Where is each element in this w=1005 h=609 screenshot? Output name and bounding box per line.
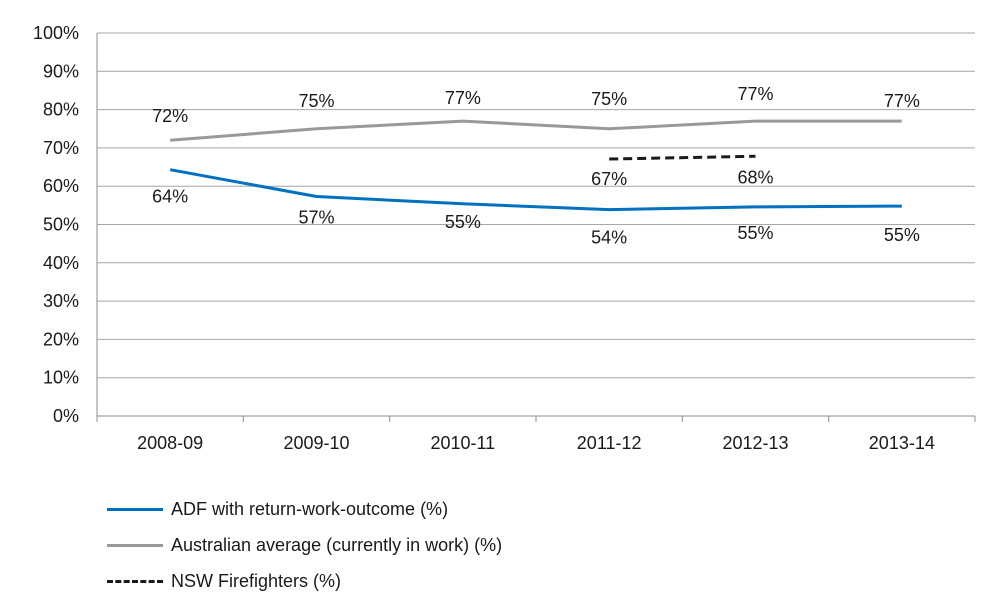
data-labels: 64% 57% 55% 54% 55% 55% 72% 75% 77% 75% 77% 77% 67% 6… xyxy=(152,84,920,247)
legend: ADF with return-work-outcome (%) Austral… xyxy=(107,491,502,599)
y-tick-label: 50% xyxy=(43,215,79,235)
x-tick-label: 2008-09 xyxy=(137,433,203,453)
series-line-aus xyxy=(170,119,902,142)
series-lines xyxy=(169,119,902,212)
data-label-aus: 77% xyxy=(445,88,481,108)
legend-item-australian-average: Australian average (currently in work) (… xyxy=(107,527,502,563)
x-tick-label: 2011-12 xyxy=(577,433,642,453)
y-tick-label: 10% xyxy=(43,368,79,388)
y-tick-label: 80% xyxy=(43,100,79,120)
data-label-aus: 75% xyxy=(591,89,627,109)
legend-item-nsw-firefighters: NSW Firefighters (%) xyxy=(107,563,502,599)
data-label-aus: 77% xyxy=(884,91,920,111)
legend-label-adf: ADF with return-work-outcome (%) xyxy=(171,498,449,519)
x-tick-label: 2013-14 xyxy=(869,433,935,453)
data-label-adf: 55% xyxy=(737,223,773,243)
data-label-adf: 57% xyxy=(298,208,334,228)
legend-label-nsw-firefighters: NSW Firefighters (%) xyxy=(171,570,342,591)
y-tick-label: 90% xyxy=(43,61,79,81)
data-label-adf: 54% xyxy=(591,228,627,248)
legend-swatch-adf xyxy=(107,507,163,511)
data-label-aus: 72% xyxy=(152,106,188,126)
data-label-nsw: 68% xyxy=(737,167,773,187)
gridlines xyxy=(96,32,976,422)
legend-item-adf: ADF with return-work-outcome (%) xyxy=(107,491,502,527)
data-label-adf: 64% xyxy=(152,187,188,207)
y-tick-label: 20% xyxy=(43,329,79,349)
y-tick-label: 60% xyxy=(43,176,79,196)
y-tick-label: 30% xyxy=(43,291,79,311)
data-label-adf: 55% xyxy=(445,212,481,232)
x-tick-label: 2009-10 xyxy=(283,433,349,453)
y-tick-label: 70% xyxy=(43,138,79,158)
y-tick-label: 0% xyxy=(53,406,79,426)
x-tick-label: 2010-11 xyxy=(430,433,495,453)
x-axis-tick-labels: 2008-09 2009-10 2010-11 2011-12 2012-13 2013-… xyxy=(137,433,935,453)
y-axis-tick-labels: 0% 10% 20% 30% 40% 50% 60% 70% 80% 90% 100% xyxy=(33,23,79,426)
series-line-adf xyxy=(169,168,902,212)
legend-swatch-australian-average xyxy=(107,543,163,547)
legend-swatch-nsw-firefighters xyxy=(107,579,163,583)
series-line-nsw xyxy=(609,154,756,161)
data-label-aus: 77% xyxy=(737,84,773,104)
y-tick-label: 40% xyxy=(43,253,79,273)
y-tick-label: 100% xyxy=(33,23,79,43)
data-label-nsw: 67% xyxy=(591,169,627,189)
x-tick-label: 2012-13 xyxy=(722,433,788,453)
legend-label-australian-average: Australian average (currently in work) (… xyxy=(171,534,503,555)
data-label-adf: 55% xyxy=(884,225,920,245)
data-label-aus: 75% xyxy=(298,91,334,111)
